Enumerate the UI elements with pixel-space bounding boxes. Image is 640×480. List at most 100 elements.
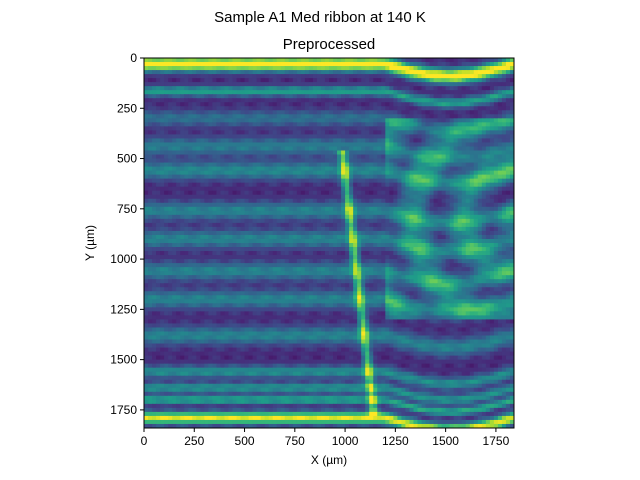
heatmap-cell [509, 74, 514, 79]
heatmap-cell [441, 66, 447, 71]
heatmap-cell [168, 90, 173, 95]
heatmap-cell [276, 226, 282, 232]
heatmap-cell [148, 138, 153, 144]
heatmap-cell [180, 162, 185, 168]
heatmap-cell [220, 275, 226, 280]
heatmap-cell [377, 170, 382, 176]
heatmap-cell [236, 102, 242, 107]
heatmap-cell [405, 82, 411, 87]
heatmap-cell [485, 186, 491, 192]
heatmap-cell [489, 271, 495, 276]
heatmap-cell [252, 142, 258, 148]
heatmap-cell [156, 158, 161, 164]
heatmap-cell [268, 174, 274, 180]
heatmap-cell [417, 263, 423, 268]
heatmap-cell [413, 255, 419, 260]
heatmap-cell [357, 190, 362, 196]
heatmap-cell [296, 186, 302, 192]
heatmap-cell [204, 58, 209, 63]
heatmap-cell [361, 90, 366, 95]
heatmap-cell [316, 94, 322, 99]
heatmap-cell [361, 102, 366, 107]
heatmap-cell [373, 102, 378, 107]
heatmap-cell [373, 58, 378, 63]
heatmap-cell [409, 271, 415, 276]
heatmap-cell [152, 226, 157, 232]
heatmap-cell [280, 62, 286, 67]
heatmap-cell [369, 106, 374, 111]
heatmap-cell [413, 78, 419, 83]
heatmap-cell [188, 178, 193, 184]
heatmap-cell [373, 106, 378, 111]
heatmap-cell [469, 206, 475, 212]
heatmap-cell [160, 243, 165, 248]
heatmap-cell [208, 267, 213, 272]
heatmap-cell [296, 130, 302, 136]
heatmap-cell [365, 255, 370, 260]
heatmap-cell [493, 218, 499, 224]
heatmap-cell [216, 110, 222, 115]
heatmap-cell [405, 138, 411, 144]
heatmap-cell [240, 218, 246, 224]
heatmap-cell [341, 255, 346, 260]
heatmap-cell [441, 255, 447, 260]
heatmap-cell [397, 182, 402, 188]
heatmap-cell [501, 222, 507, 228]
heatmap-cell [188, 154, 193, 160]
heatmap-cell [148, 186, 153, 192]
heatmap-cell [248, 174, 254, 180]
heatmap-cell [477, 142, 483, 148]
heatmap-cell [429, 194, 435, 200]
heatmap-cell [280, 118, 286, 123]
heatmap-cell [296, 90, 302, 95]
heatmap-cell [148, 58, 153, 63]
heatmap-cell [453, 158, 459, 164]
heatmap-cell [276, 126, 282, 131]
heatmap-cell [465, 58, 471, 63]
heatmap-cell [353, 267, 358, 272]
heatmap-cell [353, 238, 358, 244]
heatmap-cell [164, 170, 169, 176]
heatmap-cell [204, 146, 209, 152]
heatmap-cell [485, 243, 491, 248]
heatmap-cell [268, 263, 274, 268]
heatmap-cell [300, 82, 306, 87]
heatmap-cell [168, 259, 173, 264]
heatmap-cell [365, 267, 370, 272]
heatmap-cell [192, 206, 197, 212]
heatmap-cell [300, 194, 306, 200]
heatmap-cell [421, 243, 427, 248]
heatmap-cell [453, 154, 459, 160]
heatmap-cell [337, 178, 342, 184]
heatmap-cell [196, 150, 201, 156]
heatmap-cell [204, 263, 209, 268]
heatmap-cell [485, 259, 491, 264]
heatmap-cell [224, 230, 230, 236]
heatmap-cell [393, 74, 398, 79]
heatmap-cell [324, 114, 330, 119]
heatmap-cell [377, 174, 382, 180]
heatmap-cell [276, 146, 282, 152]
heatmap-cell [389, 267, 394, 272]
heatmap-cell [240, 251, 246, 256]
heatmap-cell [216, 170, 222, 176]
heatmap-cell [361, 166, 366, 172]
heatmap-cell [361, 138, 366, 144]
heatmap-cell [296, 255, 302, 260]
heatmap-cell [296, 146, 302, 152]
heatmap-cell [284, 74, 290, 79]
heatmap-cell [152, 206, 157, 212]
heatmap-cell [296, 210, 302, 216]
heatmap-cell [260, 234, 266, 240]
heatmap-cell [345, 267, 350, 272]
heatmap-cell [224, 102, 230, 107]
heatmap-cell [188, 130, 193, 136]
heatmap-cell [433, 218, 439, 224]
heatmap-cell [501, 251, 507, 256]
heatmap-cell [337, 74, 342, 79]
heatmap-cell [341, 162, 346, 168]
heatmap-cell [509, 62, 514, 67]
heatmap-cell [417, 259, 423, 264]
heatmap-cell [288, 174, 294, 180]
heatmap-cell [349, 130, 354, 136]
